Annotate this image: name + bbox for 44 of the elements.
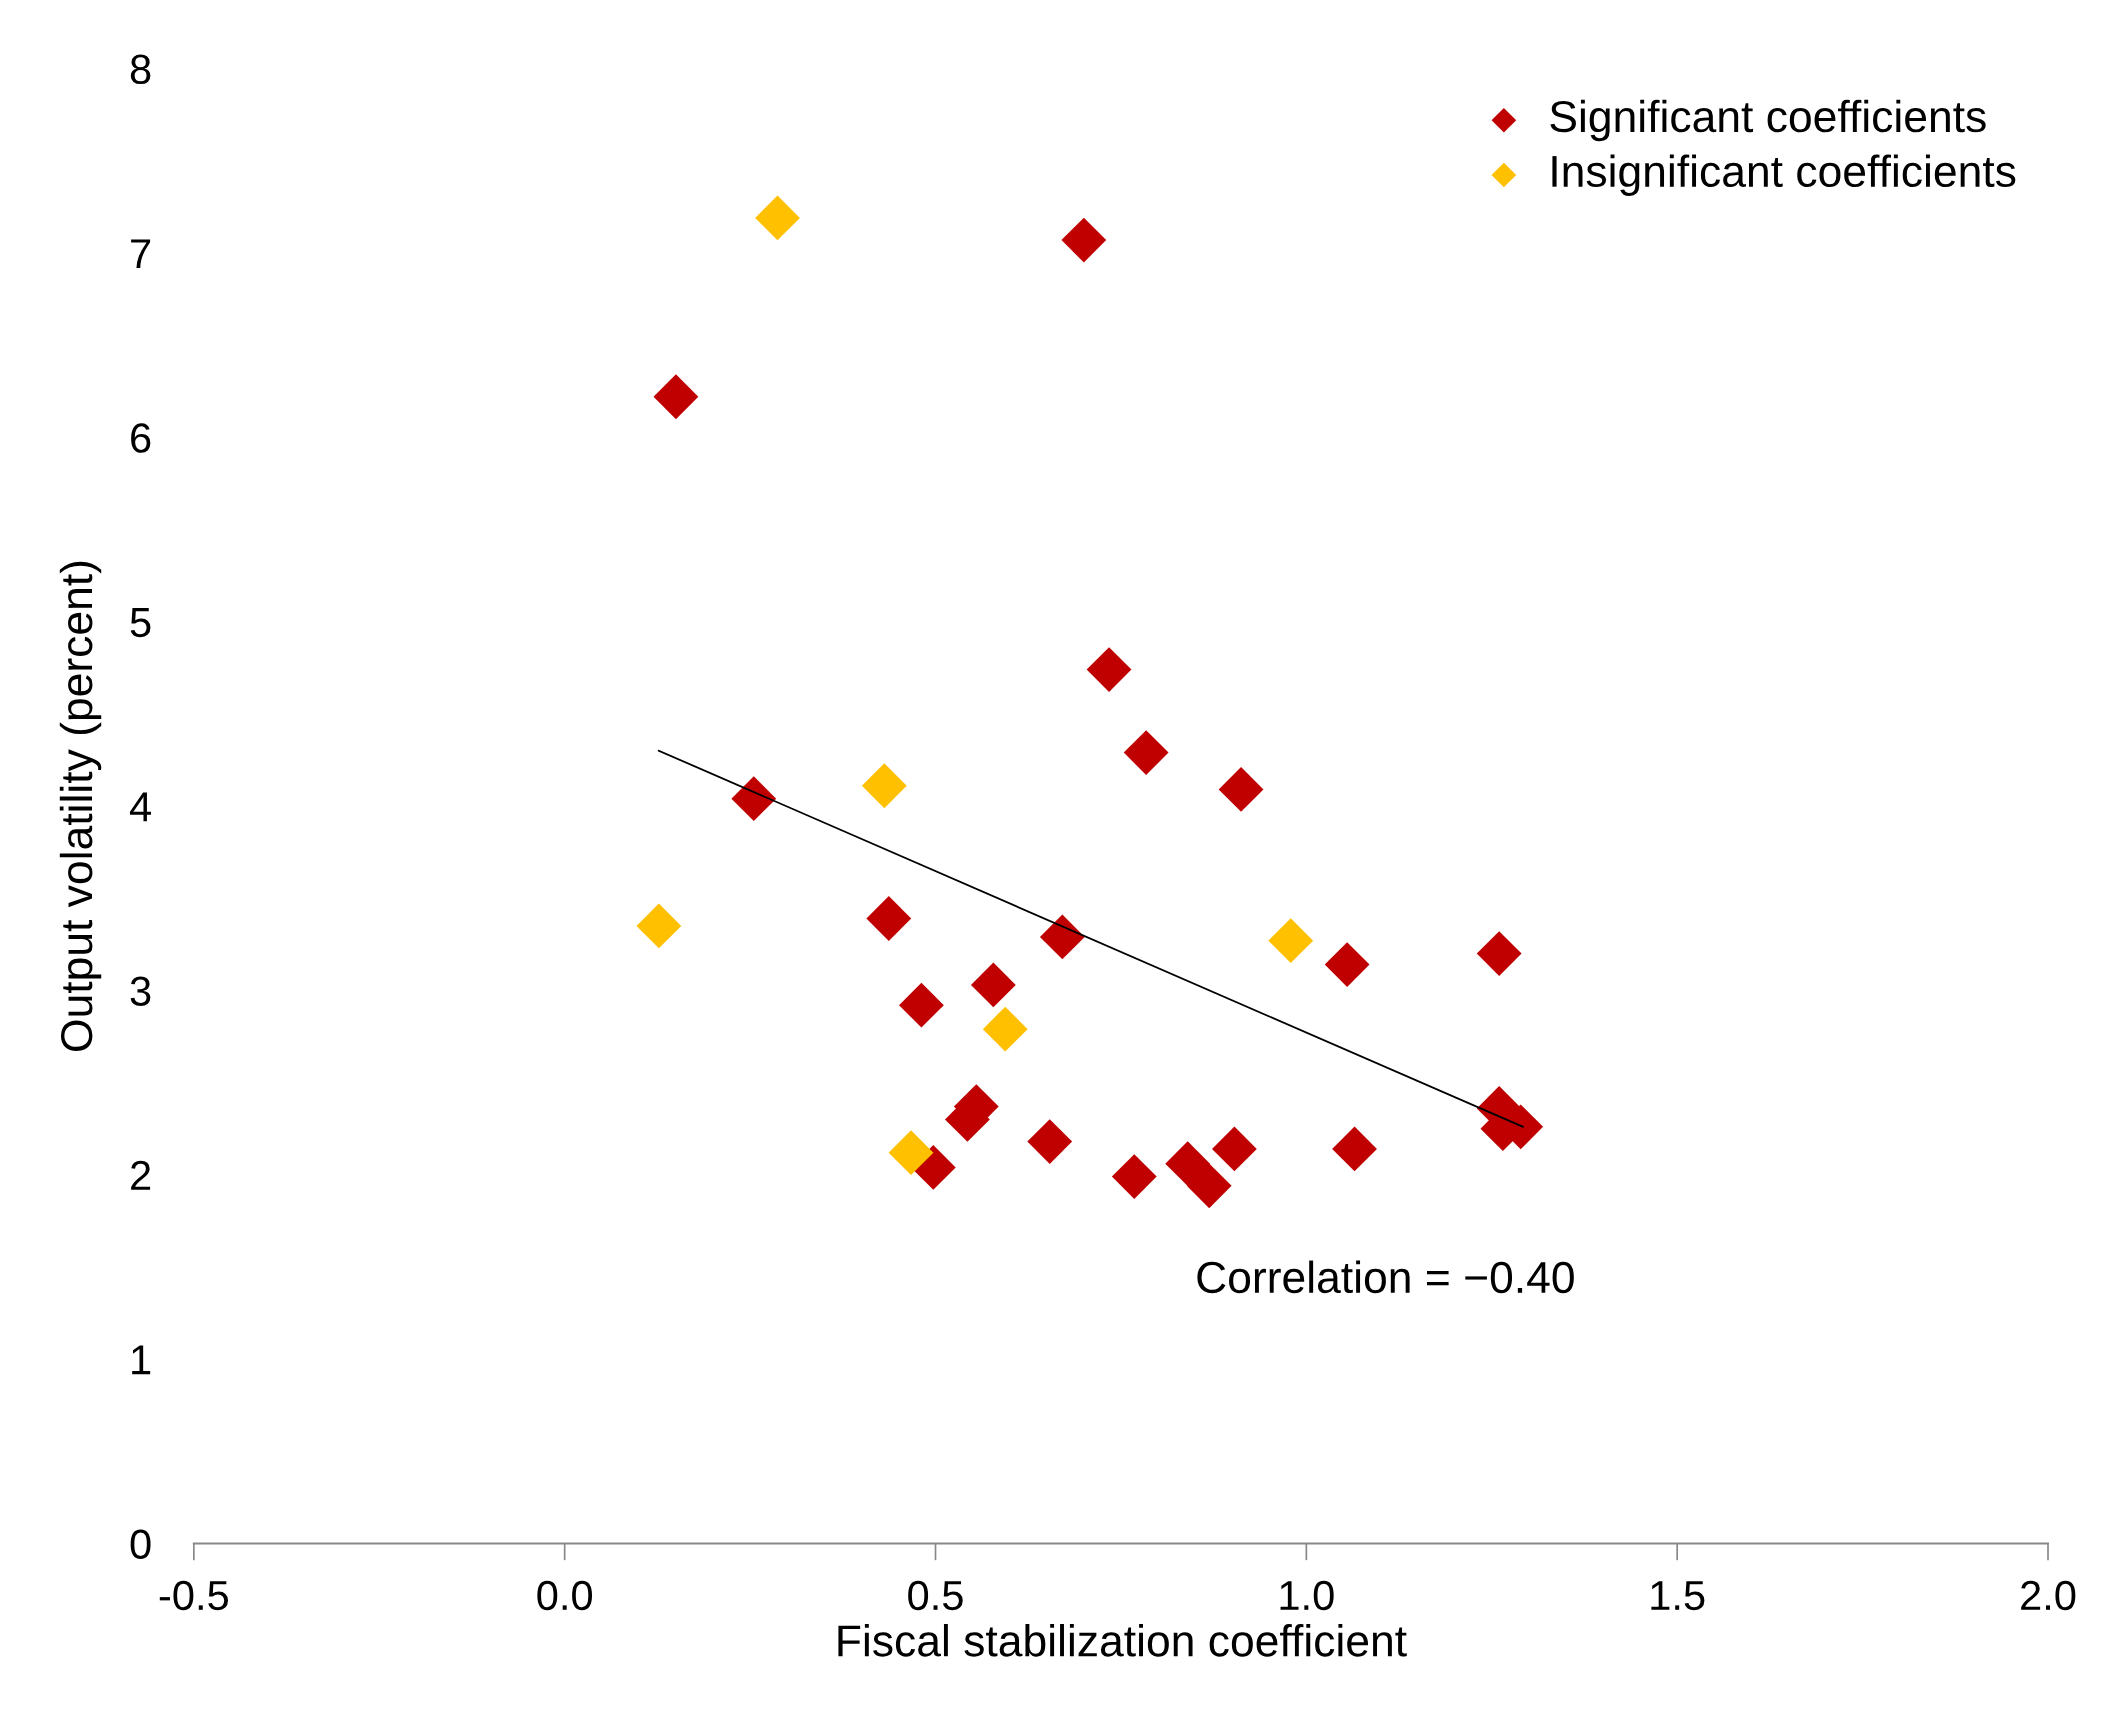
point xyxy=(1324,942,1370,987)
point xyxy=(1165,1141,1211,1187)
x-tick-label: 0.0 xyxy=(537,1580,593,1611)
legend-label: Significant coefficients xyxy=(1550,99,1986,142)
point xyxy=(970,962,1016,1008)
point xyxy=(1039,914,1085,960)
y-tick-label: 3 xyxy=(130,976,151,1006)
x-tick-label: 2.0 xyxy=(2021,1580,2076,1611)
point xyxy=(755,195,800,241)
legend-label: Insignificant coefficients xyxy=(1552,154,2016,196)
x-tick-label: -0.5 xyxy=(159,1580,228,1611)
x-tick-label: 0.5 xyxy=(908,1580,963,1611)
annotation: Correlation = −0.40 xyxy=(1197,1260,1574,1294)
y-tick-label: 2 xyxy=(131,1160,151,1190)
y-tick-label: 8 xyxy=(130,54,151,85)
point xyxy=(1061,217,1107,263)
point xyxy=(1212,1126,1257,1172)
y-tick-label: 0 xyxy=(130,1529,151,1560)
x-axis-title: Fiscal stabilization coefficient xyxy=(838,1624,1407,1657)
point xyxy=(1027,1119,1073,1164)
point xyxy=(861,763,907,809)
x-tick-label: 1.0 xyxy=(1280,1580,1334,1611)
point xyxy=(731,776,777,822)
y-tick-label: 5 xyxy=(130,608,151,638)
point xyxy=(1111,1154,1157,1200)
point xyxy=(1086,647,1132,693)
x-tick-label: 1.5 xyxy=(1651,1581,1705,1611)
y-tick-label: 6 xyxy=(131,423,151,453)
point xyxy=(899,982,944,1028)
point xyxy=(653,374,699,420)
point xyxy=(1268,918,1314,964)
point xyxy=(1186,1163,1232,1209)
y-axis-title: Output volatility (percent) xyxy=(59,561,102,1051)
y-tick-label: 7 xyxy=(131,239,151,269)
point xyxy=(1332,1126,1377,1172)
y-tick-label: 4 xyxy=(129,792,151,822)
point xyxy=(636,903,682,949)
point xyxy=(1218,767,1264,812)
point xyxy=(866,896,912,941)
point xyxy=(1123,730,1169,775)
point xyxy=(888,1130,934,1176)
point xyxy=(982,1006,1028,1052)
y-tick-label: 1 xyxy=(132,1345,151,1375)
point xyxy=(1476,931,1522,976)
